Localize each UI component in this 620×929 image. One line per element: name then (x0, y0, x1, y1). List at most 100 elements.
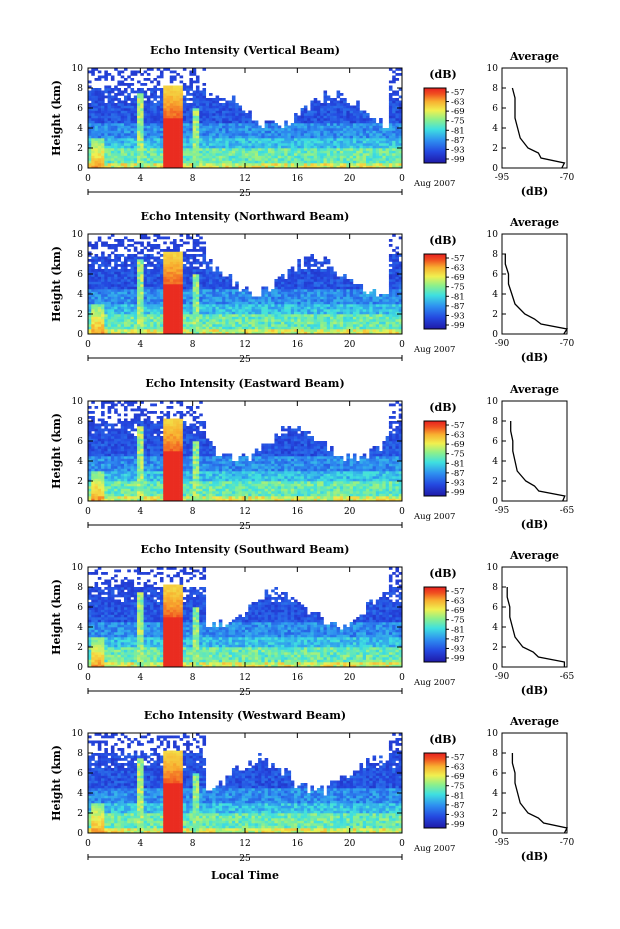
heatmap-cell (104, 279, 108, 282)
heatmap-cell (91, 331, 95, 335)
heatmap-cell (297, 326, 301, 330)
heatmap-cell (222, 105, 226, 109)
heatmap-cell (120, 105, 125, 109)
heatmap-cell (209, 299, 213, 302)
heatmap-cell (238, 118, 243, 121)
heatmap-cell (88, 301, 92, 305)
heatmap-cell (110, 311, 115, 315)
heatmap-cell (330, 331, 334, 335)
heatmap-cell (182, 326, 187, 330)
heatmap-cell (107, 276, 112, 280)
heatmap-cell (307, 296, 311, 300)
heatmap-cell (127, 158, 131, 161)
heatmap-cell (179, 326, 184, 330)
heatmap-cell (137, 115, 141, 119)
heatmap-cell (241, 148, 246, 151)
heatmap-cell (192, 160, 197, 164)
heatmap-cell (186, 113, 190, 116)
heatmap-cell (258, 138, 262, 141)
heatmap-cell (388, 145, 393, 149)
heatmap-cell (385, 153, 390, 156)
heatmap-cell (120, 165, 125, 169)
heatmap-cell (307, 304, 311, 307)
heatmap-cell (245, 294, 249, 297)
heatmap-cell (159, 306, 164, 310)
heatmap-cell (140, 291, 144, 295)
heatmap-cell (267, 311, 272, 315)
heatmap-cell (123, 110, 128, 114)
heatmap-cell (339, 324, 344, 327)
heatmap-cell (346, 319, 350, 322)
heatmap-cell (91, 90, 95, 94)
heatmap-cell (156, 80, 161, 84)
heatmap-cell (326, 281, 331, 285)
heatmap-cell (330, 130, 334, 134)
heatmap-cell (222, 138, 226, 141)
heatmap-cell (127, 289, 131, 292)
heatmap-cell (104, 299, 108, 302)
heatmap-cell (300, 269, 305, 272)
heatmap-cell (94, 90, 99, 94)
heatmap-cell (110, 165, 115, 169)
heatmap-cell (101, 160, 105, 164)
heatmap-cell (156, 120, 161, 124)
heatmap-cell (330, 281, 334, 285)
heatmap-cell (104, 95, 108, 99)
heatmap-cell (287, 160, 292, 164)
heatmap-cell (277, 304, 282, 307)
heatmap-cell (120, 143, 125, 146)
heatmap-cell (316, 269, 321, 272)
heatmap-cell (277, 133, 282, 136)
heatmap-cell (323, 279, 328, 282)
heatmap-cell (212, 165, 216, 169)
heatmap-cell (320, 274, 324, 277)
heatmap-cell (110, 128, 115, 131)
heatmap-cell (140, 138, 144, 141)
heatmap-cell (189, 123, 193, 126)
heatmap-cell (114, 140, 118, 144)
heatmap-cell (104, 150, 108, 154)
heatmap-cell (130, 140, 135, 144)
heatmap-cell (163, 264, 167, 267)
heatmap-cell (97, 98, 102, 101)
heatmap-cell (382, 150, 386, 154)
heatmap-cell (228, 326, 233, 330)
heatmap-cell (114, 244, 118, 247)
heatmap-cell (303, 321, 308, 325)
heatmap-cell (310, 103, 314, 106)
heatmap-cell (238, 311, 243, 315)
heatmap-cell (176, 118, 180, 121)
heatmap-cell (330, 108, 334, 111)
heatmap-cell (316, 153, 321, 156)
heatmap-cell (143, 110, 148, 114)
heatmap-cell (156, 88, 161, 91)
heatmap-cell (114, 239, 118, 242)
heatmap-cell (146, 160, 151, 164)
heatmap-cell (205, 321, 210, 325)
heatmap-cell (166, 299, 171, 302)
heatmap-cell (228, 296, 233, 300)
heatmap-cell (202, 316, 207, 320)
heatmap-cell (150, 90, 154, 94)
heatmap-cell (104, 271, 108, 275)
heatmap-cell (189, 279, 193, 282)
heatmap-cell (101, 93, 105, 96)
heatmap-cell (222, 291, 226, 295)
heatmap-cell (287, 326, 292, 330)
heatmap-cell (169, 309, 174, 312)
heatmap-cell (150, 296, 154, 300)
heatmap-cell (176, 279, 180, 282)
heatmap-cell (153, 160, 157, 164)
heatmap-cell (333, 281, 337, 285)
heatmap-cell (297, 160, 301, 164)
heatmap-cell (91, 321, 95, 325)
heatmap-cell (231, 319, 236, 322)
heatmap-cell (114, 301, 118, 305)
heatmap-cell (173, 299, 177, 302)
heatmap-cell (326, 314, 331, 317)
heatmap-cell (137, 150, 141, 154)
x-tick-label: 12 (239, 174, 250, 184)
heatmap-cell (176, 105, 180, 109)
heatmap-cell (336, 289, 341, 292)
heatmap-cell (189, 125, 193, 129)
